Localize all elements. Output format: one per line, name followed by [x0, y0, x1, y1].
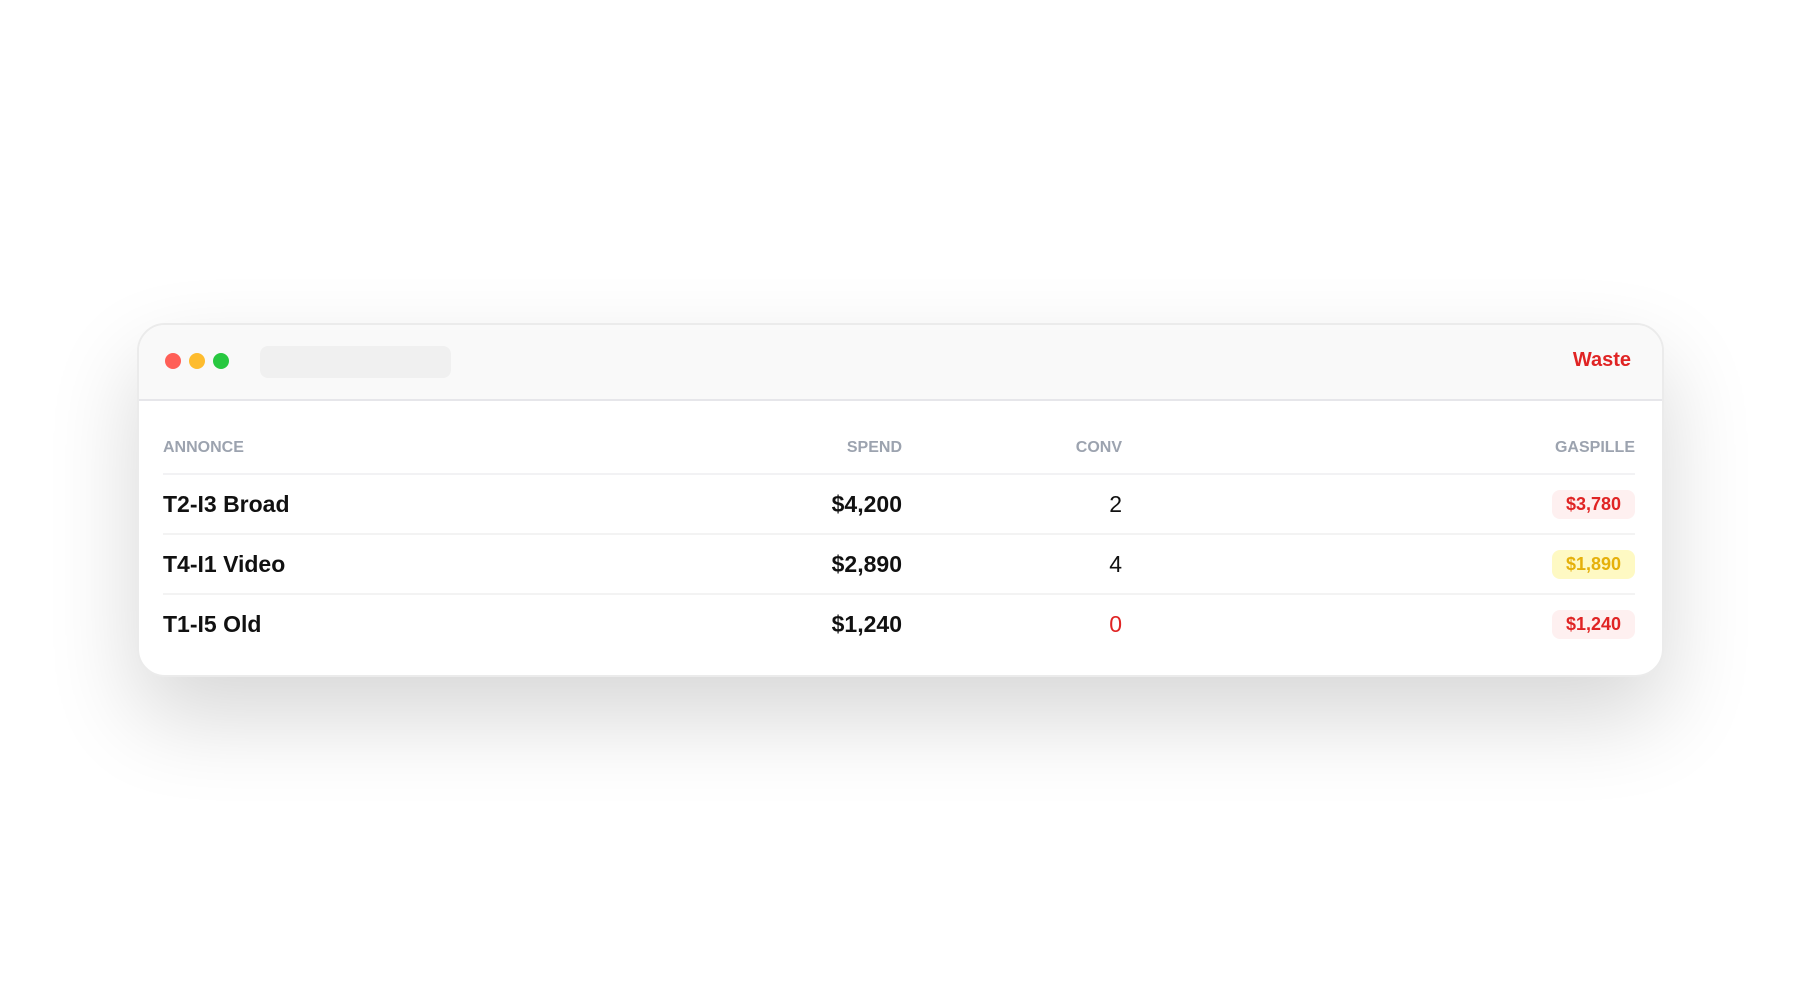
spend-value: $4,200 [831, 490, 902, 517]
header-annonce: ANNONCE [163, 439, 244, 456]
maximize-window-button[interactable] [213, 353, 229, 369]
waste-badge: $1,240 [1551, 609, 1635, 639]
title-bar: Waste [139, 325, 1662, 401]
minimize-window-button[interactable] [189, 353, 205, 369]
table-row: T2-I3 Broad $4,200 2 $3,780 [163, 475, 1635, 535]
spend-value: $2,890 [831, 550, 902, 577]
header-gaspille: GASPILLE [1554, 439, 1635, 456]
ad-name: T4-I1 Video [163, 550, 286, 577]
address-bar[interactable] [260, 346, 451, 378]
window-title: Waste [1572, 349, 1631, 371]
conv-value: 2 [1109, 490, 1122, 517]
spend-value: $1,240 [831, 610, 902, 637]
waste-badge: $1,890 [1551, 549, 1635, 579]
waste-badge: $3,780 [1551, 489, 1635, 519]
conv-value: 4 [1109, 550, 1122, 577]
table-row: T1-I5 Old $1,240 0 $1,240 [163, 595, 1635, 653]
header-conv: CONV [1075, 439, 1122, 456]
ad-name: T2-I3 Broad [163, 490, 290, 517]
table-header: ANNONCE SPEND CONV GASPILLE [163, 423, 1635, 475]
ad-name: T1-I5 Old [163, 610, 262, 637]
app-window: Waste ANNONCE SPEND CONV GASPILLE T2-I3 … [137, 323, 1664, 677]
waste-table: ANNONCE SPEND CONV GASPILLE T2-I3 Broad … [163, 423, 1635, 653]
conv-value: 0 [1109, 610, 1122, 637]
close-window-button[interactable] [165, 353, 181, 369]
table-row: T4-I1 Video $2,890 4 $1,890 [163, 535, 1635, 595]
header-spend: SPEND [846, 439, 902, 456]
